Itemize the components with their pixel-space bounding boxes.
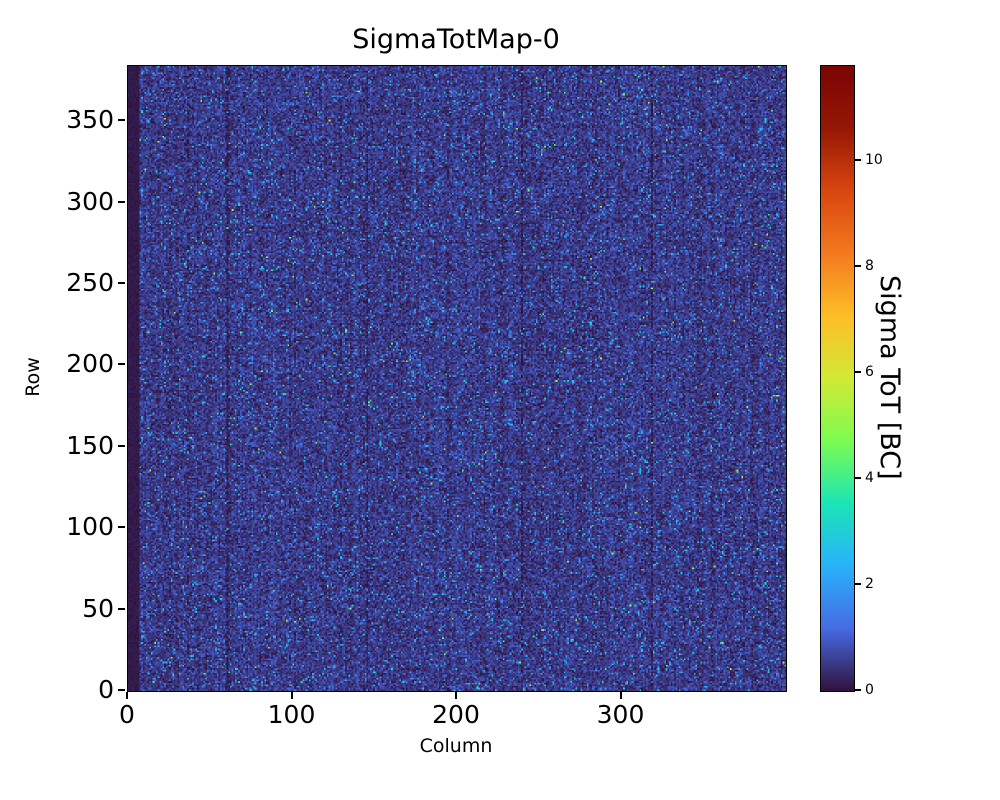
colorbar-tick-mark — [855, 689, 861, 691]
colorbar-tick-label: 10 — [865, 152, 883, 169]
colorbar-label: Sigma ToT [BC] — [874, 275, 905, 480]
colorbar-tick-mark — [855, 159, 861, 162]
y-tick-label: 150 — [66, 430, 114, 460]
y-tick-label: 0 — [98, 675, 114, 704]
x-tick-label: 100 — [267, 700, 316, 729]
y-tick-label: 300 — [66, 186, 114, 216]
y-tick-label: 250 — [66, 268, 114, 298]
x-axis-label: Column — [419, 735, 493, 757]
colorbar-tick-label: 8 — [865, 258, 874, 275]
heatmap-canvas — [128, 66, 786, 691]
y-tick-label: 350 — [66, 105, 114, 135]
colorbar-tick-label: 0 — [865, 682, 874, 698]
colorbar — [820, 65, 855, 692]
x-tick-label: 0 — [119, 700, 135, 729]
colorbar-tick-label: 4 — [865, 470, 874, 487]
colorbar-tick-mark — [855, 265, 861, 268]
y-tick-mark — [118, 444, 125, 447]
colorbar-gradient — [821, 66, 854, 691]
colorbar-tick-mark — [855, 583, 861, 586]
y-tick-mark — [118, 282, 125, 285]
colorbar-tick-label: 6 — [865, 364, 874, 381]
x-tick-mark — [290, 692, 293, 699]
y-tick-label: 200 — [66, 349, 114, 379]
colorbar-tick-mark — [855, 371, 861, 374]
colorbar-label-wrap: Sigma ToT [BC] — [874, 65, 905, 690]
y-tick-mark — [118, 363, 125, 366]
x-tick-mark — [619, 692, 622, 699]
colorbar-tick-label: 2 — [865, 576, 874, 593]
x-tick-mark — [126, 692, 128, 699]
y-tick-mark — [118, 526, 125, 529]
x-tick-mark — [455, 692, 457, 699]
x-tick-label: 300 — [596, 700, 645, 729]
heatmap-plot-area — [127, 65, 787, 692]
x-tick-label: 200 — [432, 700, 480, 729]
y-tick-mark — [118, 607, 125, 610]
y-tick-mark — [118, 200, 125, 203]
y-tick-label: 100 — [66, 512, 114, 542]
plot-title: SigmaTotMap-0 — [352, 24, 560, 55]
y-tick-mark — [118, 689, 125, 691]
y-tick-label: 50 — [82, 593, 114, 623]
colorbar-tick-mark — [855, 477, 861, 480]
y-tick-mark — [118, 119, 125, 122]
